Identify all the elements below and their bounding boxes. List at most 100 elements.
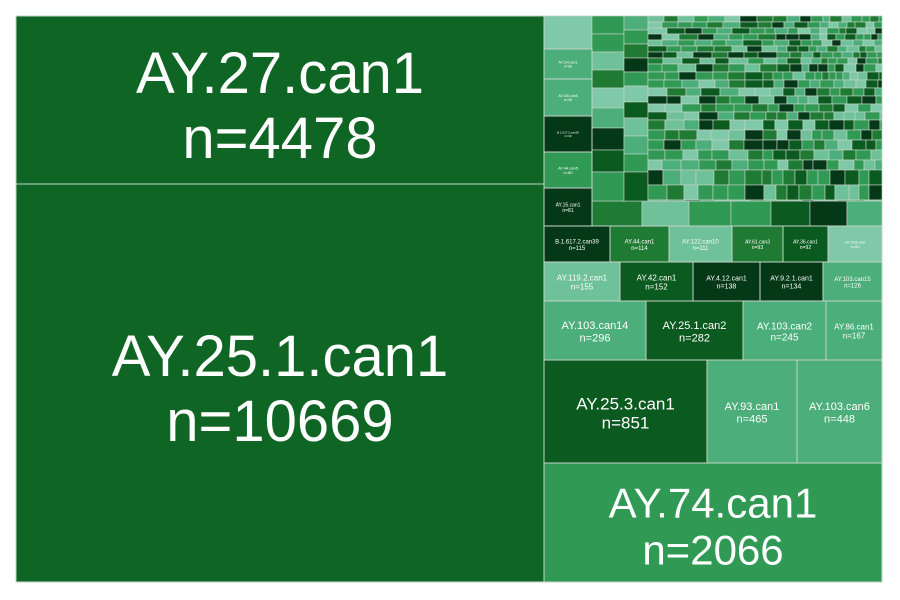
mosaic-tile	[800, 129, 813, 141]
mosaic-tile	[786, 184, 800, 201]
tile-label: AY.74.can1	[609, 480, 818, 527]
mosaic-tile	[762, 119, 776, 131]
mosaic-tile	[776, 57, 788, 65]
mosaic-tile	[828, 149, 844, 161]
mosaic-tile	[846, 95, 863, 105]
mosaic-tile	[812, 159, 828, 171]
mosaic-tile	[725, 39, 744, 47]
mosaic-tile	[728, 139, 745, 151]
mosaic-tile	[810, 15, 824, 23]
mosaic-tile	[647, 119, 666, 131]
mosaic-tile	[843, 79, 857, 89]
mosaic-tile	[819, 79, 835, 89]
mosaic-tile	[700, 199, 716, 202]
mosaic-tile	[871, 129, 883, 141]
mosaic-tile	[666, 95, 682, 105]
mosaic-tile	[855, 33, 865, 41]
mosaic-tile	[662, 57, 683, 65]
tile-rect	[543, 48, 593, 80]
mosaic-tile	[820, 51, 834, 59]
mosaic-tile	[831, 95, 848, 105]
mosaic-tile	[786, 129, 802, 141]
mosaic-tile	[647, 15, 665, 23]
tile-rect	[796, 359, 883, 464]
mosaic-tile	[776, 111, 788, 121]
mosaic-tile	[665, 199, 686, 202]
mosaic-tile	[874, 159, 883, 171]
mosaic-tile	[776, 45, 788, 53]
mosaic-tile	[852, 87, 865, 97]
mosaic-tile	[728, 33, 744, 41]
mosaic-tile	[699, 57, 716, 65]
mosaic-tile	[800, 57, 812, 65]
tile-label: AY.103.can	[845, 240, 865, 245]
mosaic-tile	[863, 87, 876, 97]
mosaic-tile	[879, 111, 883, 121]
mosaic-tile	[763, 184, 777, 201]
mosaic-tile	[733, 103, 753, 113]
tile-count: n=282	[679, 333, 710, 345]
mosaic-tile	[695, 169, 715, 186]
tile-count: n=81	[562, 208, 573, 214]
mosaic-tile	[715, 95, 731, 105]
mosaic-tile	[711, 51, 729, 59]
mosaic-tile	[695, 139, 713, 151]
mosaic-tile	[761, 45, 778, 53]
mosaic-tile	[728, 63, 746, 73]
mosaic-tile	[809, 27, 821, 35]
tile-label: AY.4.12.can1	[706, 276, 747, 283]
mosaic-tile	[849, 199, 866, 202]
tile-rect	[609, 225, 670, 263]
tile-rect	[825, 300, 883, 361]
tile-label: AY.15.can1	[556, 202, 581, 208]
mosaic-tile	[858, 169, 870, 186]
mosaic-tile	[787, 119, 804, 131]
mosaic-tile	[647, 21, 663, 29]
mosaic-tile	[763, 57, 778, 65]
mosaic-tile	[623, 43, 649, 59]
tile-count: n=152	[645, 283, 668, 292]
mosaic-tile	[809, 200, 848, 227]
mosaic-tile	[772, 149, 787, 161]
mosaic-tile	[857, 103, 872, 113]
mosaic-tile	[684, 111, 700, 121]
tile-count: n=155	[571, 283, 594, 292]
mosaic-tile	[663, 15, 679, 23]
mosaic-tile	[728, 129, 746, 141]
mosaic-tile	[664, 71, 680, 81]
mosaic-tile	[844, 169, 860, 186]
mosaic-tile	[850, 15, 863, 23]
mosaic-tile	[813, 139, 826, 151]
tile-label: AY.119.2.can1	[557, 274, 608, 283]
mosaic-tile	[854, 111, 866, 121]
mosaic-tile	[810, 33, 821, 41]
mosaic-tile	[802, 119, 816, 131]
tile-count: n=448	[824, 414, 855, 426]
mosaic-tile	[744, 169, 763, 186]
tile-count: n=465	[737, 414, 768, 426]
mosaic-tile	[591, 87, 625, 109]
mosaic-tile	[776, 139, 790, 151]
mosaic-tile	[728, 79, 746, 89]
mosaic-tile	[800, 39, 813, 47]
mosaic-tile	[836, 57, 849, 65]
mosaic-tile	[744, 63, 761, 73]
mosaic-tile	[832, 51, 843, 59]
mosaic-tile	[877, 79, 883, 89]
mosaic-tile	[747, 57, 765, 65]
tile-rect	[15, 15, 545, 185]
mosaic-tile	[771, 169, 784, 186]
mosaic-tile	[591, 15, 625, 35]
mosaic-tile	[875, 95, 883, 105]
tile-count: n=93	[752, 245, 763, 251]
mosaic-tile	[677, 63, 697, 73]
